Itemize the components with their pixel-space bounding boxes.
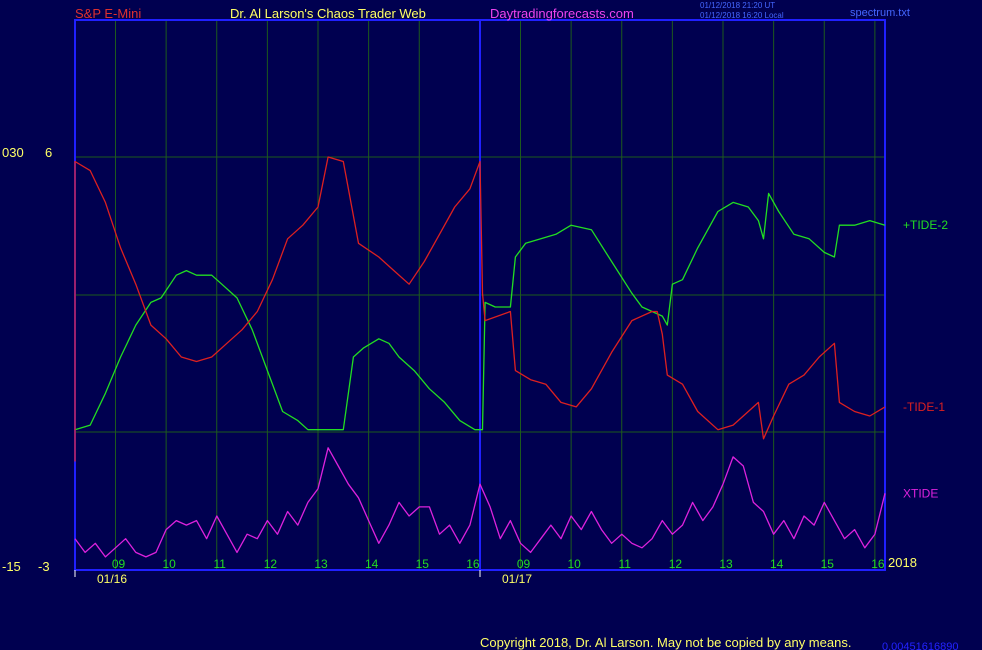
series-label-tide-1: -TIDE-1: [903, 400, 945, 414]
hour-tick-label: 11: [619, 557, 632, 571]
hour-tick-label: 10: [162, 557, 176, 571]
hour-tick-label: 14: [770, 557, 784, 571]
series-line-xtide: [74, 447, 886, 558]
date-label-1: 01/16: [97, 572, 127, 586]
site-link[interactable]: Daytradingforecasts.com: [490, 6, 634, 21]
left-outer-top-label: 030: [2, 145, 24, 160]
date-label-2: 01/17: [502, 572, 532, 586]
hour-tick-label: 12: [264, 557, 278, 571]
series-label-tide-2: +TIDE-2: [903, 218, 948, 232]
hour-tick-label: 09: [517, 557, 531, 571]
symbol-label: S&P E-Mini: [75, 6, 141, 21]
right-year-label: 2018: [888, 555, 917, 570]
hour-tick-label: 13: [719, 557, 733, 571]
hour-tick-label: 15: [821, 557, 835, 571]
author-title: Dr. Al Larson's Chaos Trader Web: [230, 6, 426, 21]
hour-tick-label: 11: [214, 557, 227, 571]
series-line-tide-1: [74, 156, 886, 462]
hour-tick-label: 10: [567, 557, 581, 571]
file-name: spectrum.txt: [850, 7, 910, 19]
hour-tick-label: 12: [669, 557, 683, 571]
timestamp-ut: 01/12/2018 21:20 UT: [700, 1, 775, 10]
left-inner-top-label: 6: [45, 145, 52, 160]
series-label-xtide: XTIDE: [903, 486, 938, 500]
hour-tick-label: 09: [112, 557, 126, 571]
hour-tick-label: 16: [871, 557, 885, 571]
left-outer-bottom-label: -15: [2, 559, 21, 574]
copyright-notice: Copyright 2018, Dr. Al Larson. May not b…: [480, 635, 851, 650]
axis-layer: 030 6 -15 -3 2018 09 10 11 12 13 14 15 16 09 10 11 12 13 1…: [2, 145, 917, 586]
left-inner-bottom-label: -3: [38, 559, 50, 574]
hour-tick-label: 14: [365, 557, 379, 571]
series-layer: +TIDE-2 -TIDE-1 XTIDE: [74, 156, 948, 558]
timestamp-local: 01/12/2018 16:20 Local: [700, 11, 784, 20]
footer-code: 0.00451616890: [882, 641, 958, 650]
hour-tick-label: 16: [466, 557, 480, 571]
series-line-tide-2: [74, 192, 886, 431]
hour-tick-label: 13: [314, 557, 328, 571]
hour-tick-label: 15: [416, 557, 430, 571]
